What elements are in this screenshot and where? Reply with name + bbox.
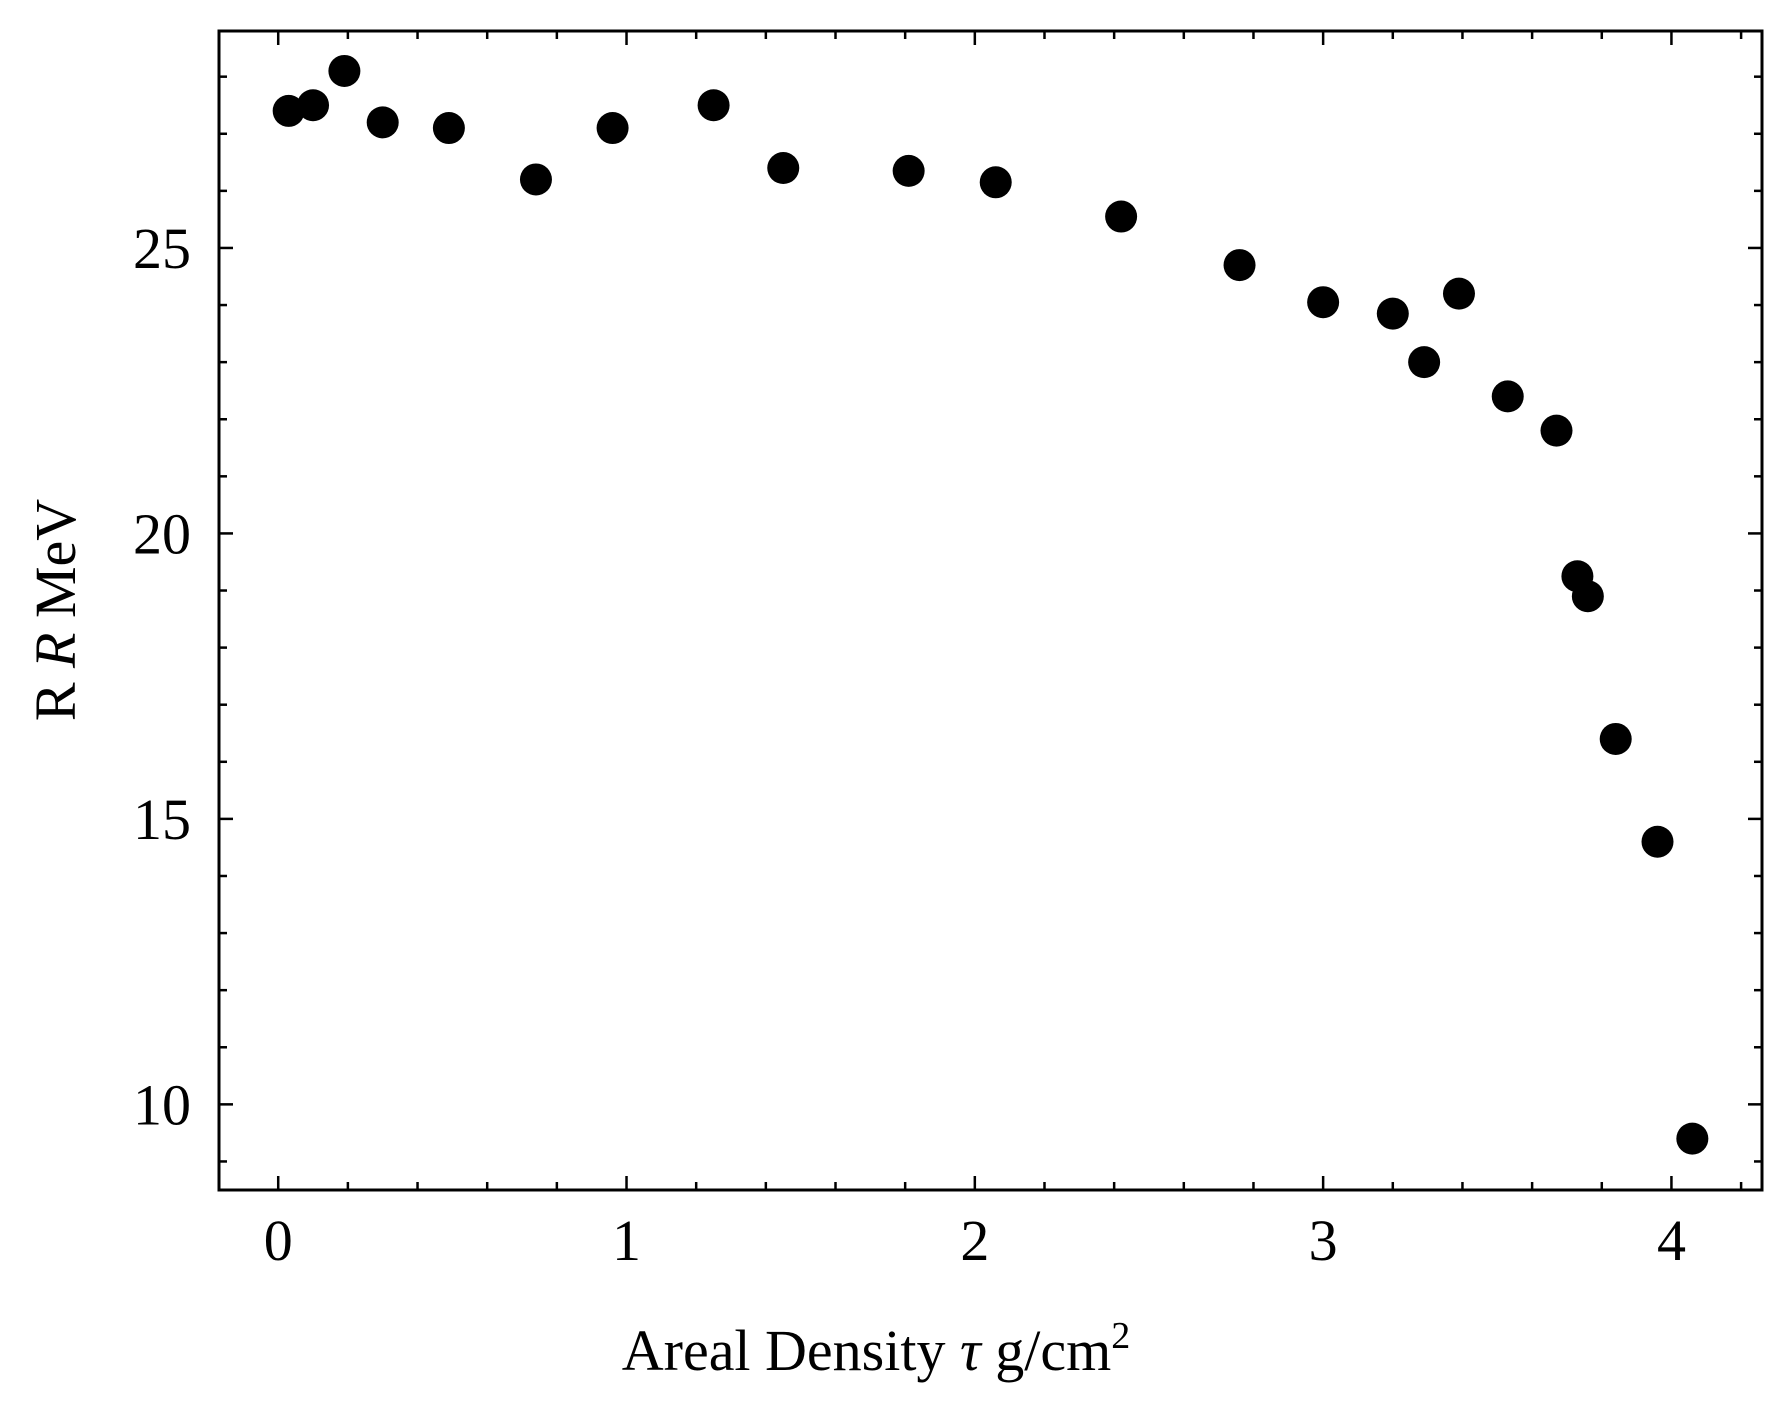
plot-frame [217,29,1764,1192]
data-point [1408,346,1441,379]
x-tick-label: 0 [264,1208,293,1273]
x-axis-label-prefix: Areal Density [622,1318,960,1383]
y-tick-label: 20 [133,501,191,566]
data-point [979,166,1012,199]
y-axis-label-symbol: R [23,633,88,669]
y-tick-label: 25 [133,216,191,281]
data-point [519,163,552,196]
data-point [1571,580,1604,613]
data-point [596,112,629,145]
x-tick-label: 3 [1309,1208,1338,1273]
y-tick-labels: 10 15 20 25 [133,216,191,1137]
data-point [1540,414,1573,447]
data-point [1491,380,1524,413]
data-point [1442,277,1475,310]
x-tick-label: 2 [960,1208,989,1273]
x-tick-label: 4 [1657,1208,1686,1273]
x-tick-labels: 0 1 2 3 4 [264,1208,1686,1273]
x-tick-label: 1 [612,1208,641,1273]
minor-ticks [219,31,1762,1190]
data-point [767,152,800,185]
data-point [1376,297,1409,330]
data-point [1599,722,1632,755]
data-point [297,89,330,122]
x-axis-label-exponent: 2 [1111,1315,1130,1357]
major-ticks [219,31,1762,1190]
data-point [1641,825,1674,858]
data-point [892,154,925,187]
x-axis-label-symbol: τ [960,1318,983,1383]
data-point [432,112,465,145]
data-point [366,106,399,139]
x-axis-label: Areal Density τ g/cm2 [622,1315,1130,1383]
data-point [1676,1122,1709,1155]
data-point [272,94,305,127]
data-point [1105,200,1138,233]
data-point [1307,286,1340,319]
y-tick-label: 15 [133,787,191,852]
x-axis-label-unit: g/cm [981,1318,1111,1383]
data-point [697,89,730,122]
y-axis-label-prefix: R [23,668,88,721]
data-points [272,54,1709,1155]
y-tick-label: 10 [133,1072,191,1137]
y-axis-label: R R MeV [23,499,88,721]
data-point [1223,249,1256,282]
y-axis-label-unit: MeV [23,499,88,633]
data-point [328,54,361,87]
